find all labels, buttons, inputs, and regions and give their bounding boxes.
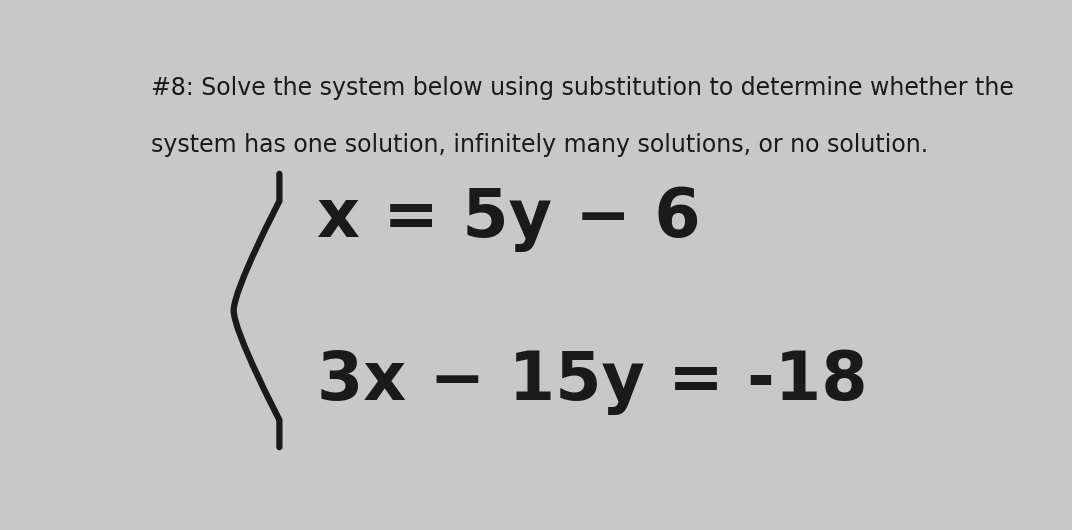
Text: system has one solution, infinitely many solutions, or no solution.: system has one solution, infinitely many…: [150, 133, 927, 157]
Text: #8: Solve the system below using substitution to determine whether the: #8: Solve the system below using substit…: [150, 76, 1013, 100]
Text: 3x − 15y = -18: 3x − 15y = -18: [317, 349, 867, 415]
Text: x = 5y − 6: x = 5y − 6: [317, 186, 700, 252]
